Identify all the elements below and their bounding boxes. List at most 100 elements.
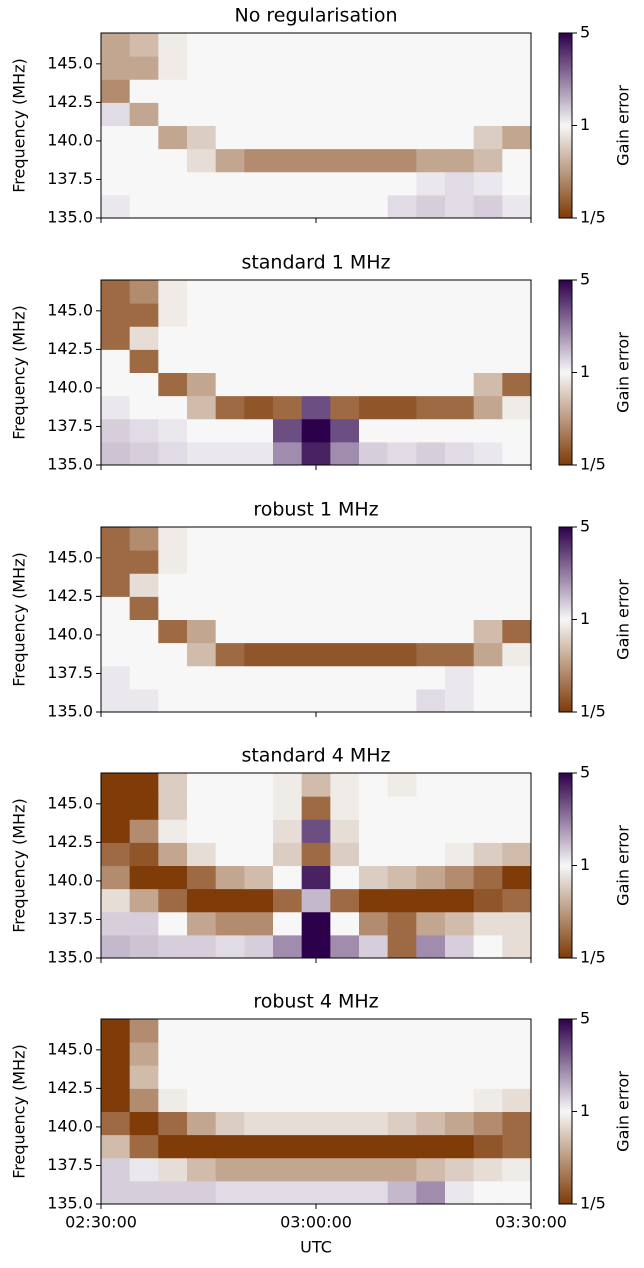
heatmap-cell bbox=[502, 280, 532, 304]
heatmap-cell bbox=[187, 642, 217, 667]
heatmap-cell bbox=[387, 773, 417, 797]
y-tick-label: 135.0 bbox=[47, 702, 93, 721]
heatmap-cell bbox=[215, 125, 245, 150]
heatmap-cell bbox=[158, 527, 188, 551]
heatmap-cell bbox=[129, 665, 159, 690]
heatmap-cell bbox=[244, 573, 274, 597]
y-axis-label: Frequency (MHz) bbox=[10, 798, 29, 932]
heatmap-cell bbox=[301, 773, 331, 797]
heatmap-cell bbox=[502, 550, 532, 574]
heatmap-cell bbox=[129, 688, 159, 713]
heatmap-cell bbox=[101, 865, 131, 890]
heatmap-cell bbox=[330, 1042, 360, 1066]
heatmap-cell bbox=[445, 550, 475, 574]
heatmap-cell bbox=[129, 280, 159, 304]
heatmap-cell bbox=[301, 125, 331, 150]
heatmap-cell bbox=[301, 1019, 331, 1043]
heatmap-cell bbox=[187, 865, 217, 890]
heatmap-cell bbox=[273, 280, 303, 304]
heatmap-cell bbox=[273, 349, 303, 373]
heatmap-cell bbox=[359, 642, 389, 667]
heatmap-cell bbox=[416, 33, 446, 57]
heatmap-cell bbox=[215, 79, 245, 103]
y-tick-label: 142.5 bbox=[47, 339, 93, 358]
heatmap-cell bbox=[416, 665, 446, 690]
heatmap-cell bbox=[101, 280, 131, 304]
heatmap-cell bbox=[301, 326, 331, 350]
heatmap-cell bbox=[387, 550, 417, 574]
heatmap-cell bbox=[101, 171, 131, 196]
heatmap-cell bbox=[273, 418, 303, 443]
heatmap-cell bbox=[473, 688, 503, 713]
heatmap-cell bbox=[473, 372, 503, 397]
heatmap-cell bbox=[158, 550, 188, 574]
heatmap-cell bbox=[158, 1157, 188, 1182]
heatmap-cell bbox=[244, 1134, 274, 1159]
heatmap-cell bbox=[473, 1042, 503, 1066]
y-tick-label: 135.0 bbox=[47, 208, 93, 227]
heatmap-cell bbox=[158, 171, 188, 196]
heatmap-cell bbox=[359, 1111, 389, 1136]
heatmap-cell bbox=[273, 1088, 303, 1112]
heatmap-cell bbox=[387, 665, 417, 690]
heatmap-cell bbox=[502, 1180, 532, 1205]
heatmap-cell bbox=[158, 865, 188, 890]
heatmap-cell bbox=[129, 102, 159, 126]
heatmap-cell bbox=[473, 796, 503, 820]
heatmap-cell bbox=[473, 33, 503, 57]
heatmap-cell bbox=[187, 619, 217, 644]
heatmap-cell bbox=[416, 1157, 446, 1182]
heatmap-cell bbox=[158, 441, 188, 466]
heatmap-cell bbox=[244, 619, 274, 644]
heatmap-cell bbox=[445, 665, 475, 690]
heatmap-cell bbox=[387, 326, 417, 350]
y-tick-label: 140.0 bbox=[47, 1116, 93, 1135]
heatmap-cell bbox=[301, 148, 331, 173]
heatmap-cell bbox=[244, 1111, 274, 1136]
heatmap-cell bbox=[215, 148, 245, 173]
heatmap-cell bbox=[187, 1019, 217, 1043]
heatmap-cell bbox=[129, 125, 159, 150]
heatmap-cell bbox=[387, 194, 417, 219]
heatmap-cell bbox=[101, 303, 131, 327]
heatmap-cell bbox=[445, 773, 475, 797]
heatmap-cell bbox=[416, 171, 446, 196]
heatmap-cell bbox=[330, 148, 360, 173]
heatmap-cell bbox=[215, 888, 245, 913]
heatmap-cell bbox=[330, 33, 360, 57]
heatmap-cell bbox=[301, 372, 331, 397]
heatmap-cell bbox=[359, 934, 389, 959]
heatmap-cell bbox=[502, 102, 532, 126]
heatmap-cell bbox=[473, 418, 503, 443]
heatmap-cell bbox=[473, 395, 503, 420]
heatmap-cell bbox=[215, 418, 245, 443]
heatmap-cell bbox=[101, 819, 131, 843]
colorbar-tick-label: 1/5 bbox=[580, 948, 606, 967]
heatmap-cell bbox=[473, 1019, 503, 1043]
heatmap-cell bbox=[273, 573, 303, 597]
x-tick-label: 03:30:00 bbox=[495, 1213, 567, 1232]
y-tick-label: 137.5 bbox=[47, 1155, 93, 1174]
heatmap-cell bbox=[101, 573, 131, 597]
heatmap-cell bbox=[502, 1019, 532, 1043]
heatmap-cell bbox=[273, 665, 303, 690]
heatmap-cell bbox=[187, 773, 217, 797]
heatmap-cell bbox=[445, 280, 475, 304]
heatmap-cell bbox=[359, 911, 389, 936]
heatmap-cell bbox=[129, 573, 159, 597]
heatmap-cell bbox=[445, 1157, 475, 1182]
heatmap-cell bbox=[273, 56, 303, 80]
heatmap-cell bbox=[101, 665, 131, 690]
colorbar-tick-label: 5 bbox=[580, 270, 590, 289]
heatmap-cell bbox=[187, 372, 217, 397]
heatmap-cell bbox=[502, 441, 532, 466]
heatmap-cell bbox=[502, 865, 532, 890]
heatmap-cell bbox=[502, 796, 532, 820]
heatmap-cell bbox=[330, 596, 360, 620]
heatmap-cell bbox=[244, 194, 274, 219]
heatmap-cell bbox=[301, 418, 331, 443]
heatmap-cell bbox=[129, 911, 159, 936]
heatmap-cell bbox=[215, 194, 245, 219]
heatmap-cell bbox=[359, 441, 389, 466]
y-tick-label: 145.0 bbox=[47, 793, 93, 812]
